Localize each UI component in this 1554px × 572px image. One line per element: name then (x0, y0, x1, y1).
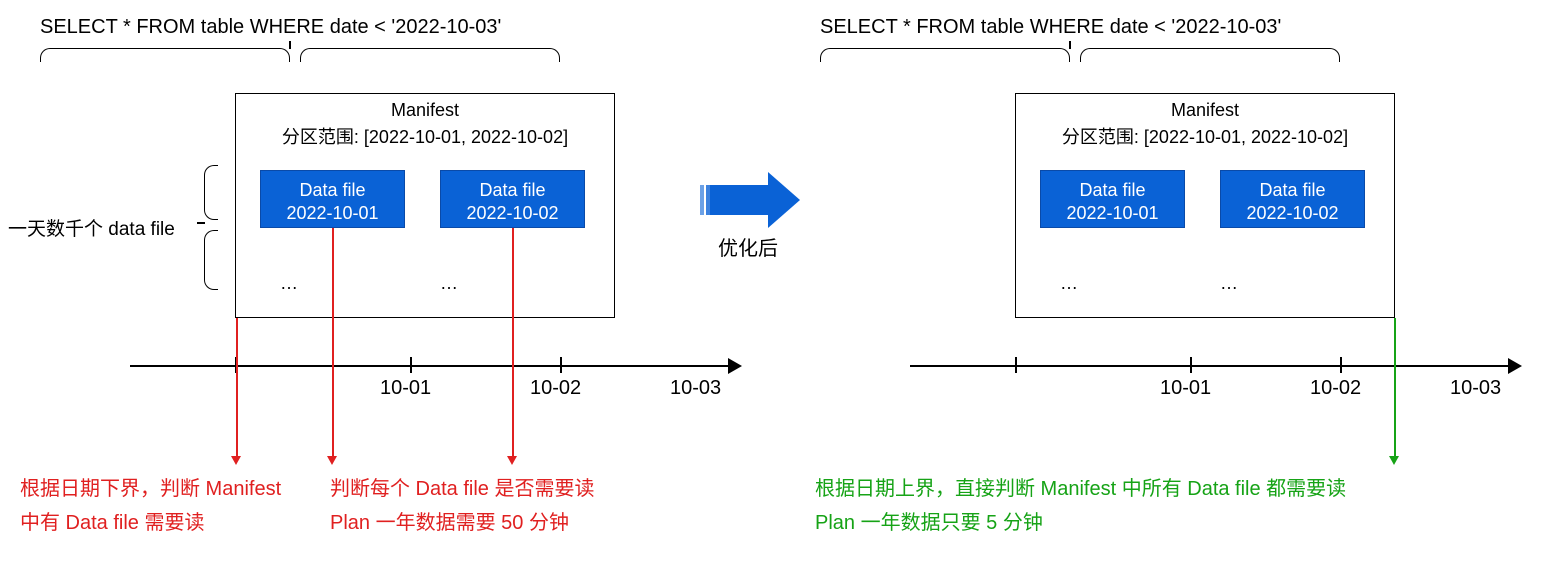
datafile-right-1-l2: 2022-10-01 (1041, 202, 1184, 225)
green-arrow (1389, 456, 1399, 465)
axis-right-tick-1 (1190, 357, 1192, 373)
red-arrow-2 (327, 456, 337, 465)
axis-right-arrow (1508, 358, 1522, 374)
datafile-right-2-l1: Data file (1221, 179, 1364, 202)
brace-top-right-notch (1069, 41, 1071, 49)
axis-left-arrow (728, 358, 742, 374)
datafile-right-2: Data file 2022-10-02 (1220, 170, 1365, 228)
axis-right-tick-2 (1340, 357, 1342, 373)
sql-left: SELECT * FROM table WHERE date < '2022-1… (40, 16, 501, 39)
sql-right: SELECT * FROM table WHERE date < '2022-1… (820, 16, 1281, 39)
manifest-range-right: 分区范围: [2022-10-01, 2022-10-02] (1016, 123, 1394, 149)
side-label: 一天数千个 data file (8, 214, 175, 241)
datafile-right-1-l1: Data file (1041, 179, 1184, 202)
brace-side-left-notch (197, 222, 205, 224)
brace-top-right-a (820, 48, 1070, 62)
axis-left-tick-1 (410, 357, 412, 373)
axis-right-label-3: 10-03 (1450, 377, 1501, 400)
brace-top-left-a (40, 48, 290, 62)
ellipsis-right-2: … (1220, 273, 1238, 294)
ellipsis-left-1: … (280, 273, 298, 294)
datafile-left-2: Data file 2022-10-02 (440, 170, 585, 228)
green-note: 根据日期上界，直接判断 Manifest 中所有 Data file 都需要读 … (815, 472, 1346, 540)
red-note-1-l1: 根据日期下界，判断 Manifest (20, 472, 281, 506)
brace-side-left-a (204, 165, 218, 220)
red-arrow-1 (231, 456, 241, 465)
red-line-3 (512, 228, 514, 458)
datafile-left-2-l2: 2022-10-02 (441, 202, 584, 225)
ellipsis-left-2: … (440, 273, 458, 294)
datafile-left-2-l1: Data file (441, 179, 584, 202)
manifest-range-left: 分区范围: [2022-10-01, 2022-10-02] (236, 123, 614, 149)
axis-right-label-2: 10-02 (1310, 377, 1361, 400)
datafile-right-2-l2: 2022-10-02 (1221, 202, 1364, 225)
red-note-2-l1: 判断每个 Data file 是否需要读 (330, 472, 594, 506)
datafile-left-1-l1: Data file (261, 179, 404, 202)
axis-left: 10-01 10-02 10-03 (130, 365, 740, 367)
axis-right-tick-0 (1015, 357, 1017, 373)
green-note-l1: 根据日期上界，直接判断 Manifest 中所有 Data file 都需要读 (815, 472, 1346, 506)
red-note-1: 根据日期下界，判断 Manifest 中有 Data file 需要读 (20, 472, 281, 540)
brace-top-left-notch (289, 41, 291, 49)
manifest-title-right: Manifest (1016, 100, 1394, 121)
brace-top-right-b (1080, 48, 1340, 62)
manifest-title-left: Manifest (236, 100, 614, 121)
green-line (1394, 318, 1396, 458)
axis-left-tick-2 (560, 357, 562, 373)
datafile-left-1-l2: 2022-10-01 (261, 202, 404, 225)
red-note-2-l2: Plan 一年数据需要 50 分钟 (330, 506, 594, 540)
arrow-caption: 优化后 (718, 232, 778, 261)
axis-right: 10-01 10-02 10-03 (910, 365, 1520, 367)
datafile-right-1: Data file 2022-10-01 (1040, 170, 1185, 228)
axis-right-label-1: 10-01 (1160, 377, 1211, 400)
brace-top-left-b (300, 48, 560, 62)
red-line-1 (236, 318, 238, 458)
axis-left-label-2: 10-02 (530, 377, 581, 400)
red-note-1-l2: 中有 Data file 需要读 (20, 506, 281, 540)
axis-left-label-3: 10-03 (670, 377, 721, 400)
red-note-2: 判断每个 Data file 是否需要读 Plan 一年数据需要 50 分钟 (330, 472, 594, 540)
ellipsis-right-1: … (1060, 273, 1078, 294)
red-arrow-3 (507, 456, 517, 465)
brace-side-left-b (204, 230, 218, 290)
red-line-2 (332, 228, 334, 458)
datafile-left-1: Data file 2022-10-01 (260, 170, 405, 228)
green-note-l2: Plan 一年数据只要 5 分钟 (815, 506, 1346, 540)
axis-left-label-1: 10-01 (380, 377, 431, 400)
